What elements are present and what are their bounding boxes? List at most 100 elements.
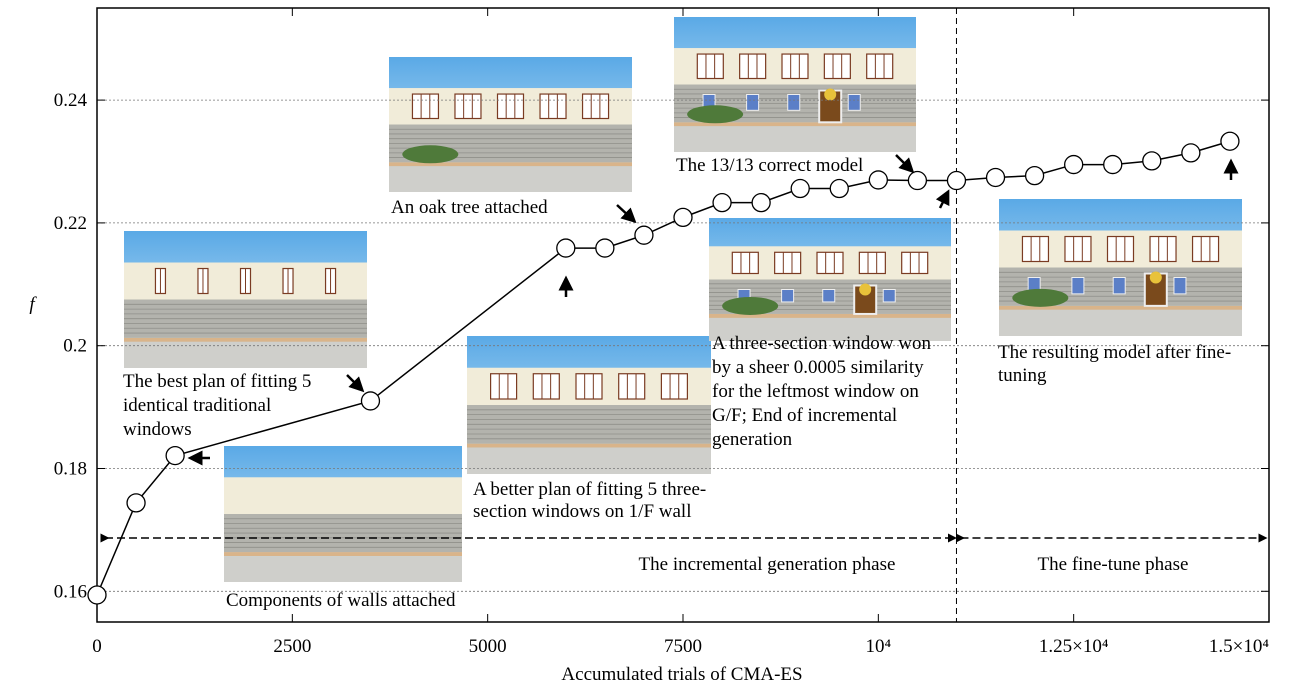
thumb-lower-window xyxy=(1113,278,1125,294)
data-point xyxy=(1143,152,1161,170)
data-point xyxy=(361,392,379,410)
thumb-window xyxy=(498,94,524,118)
thumb-upper-wall xyxy=(224,477,462,514)
y-tick-label: 0.16 xyxy=(54,581,87,602)
data-point xyxy=(869,171,887,189)
thumbnail xyxy=(124,231,367,368)
page: Accumulated trials of CMA-ES f 0.16 0.18 0… xyxy=(0,0,1296,695)
data-point xyxy=(987,168,1005,186)
x-tick-label: 5000 xyxy=(469,636,507,657)
data-point xyxy=(1221,132,1239,150)
data-point xyxy=(674,208,692,226)
annotation: by a sheer 0.0005 similarity xyxy=(712,357,924,378)
y-axis-label: f xyxy=(29,294,37,315)
thumb-lower-window xyxy=(1072,278,1084,294)
thumb-tree xyxy=(1012,289,1068,307)
data-point xyxy=(1065,156,1083,174)
thumb-base xyxy=(224,556,462,582)
chart: Accumulated trials of CMA-ES f 0.16 0.18 0… xyxy=(0,0,1296,690)
thumbnail xyxy=(999,199,1242,336)
annotation: The resulting model after fine- xyxy=(998,342,1231,363)
thumb-lower-window xyxy=(747,95,759,111)
thumb-window xyxy=(1108,237,1134,262)
annotation: generation xyxy=(712,429,793,450)
thumb-lower-window xyxy=(1174,278,1186,294)
annotation: An oak tree attached xyxy=(391,197,548,218)
thumb-window xyxy=(859,252,885,273)
pointer-arrow xyxy=(617,205,631,218)
thumb-window xyxy=(583,94,609,118)
thumb-window xyxy=(1022,237,1048,262)
thumb-window xyxy=(576,374,602,399)
thumb-window xyxy=(1150,237,1176,262)
x-tick-label: 7500 xyxy=(664,636,702,657)
thumb-tree xyxy=(687,105,743,123)
data-point xyxy=(908,172,926,190)
y-tick-label: 0.22 xyxy=(54,213,87,234)
thumb-base xyxy=(389,166,632,192)
thumb-window xyxy=(412,94,438,118)
thumb-fanlight xyxy=(859,284,871,296)
data-point xyxy=(635,226,653,244)
y-tick-label: 0.2 xyxy=(63,336,87,357)
annotation: The best plan of fitting 5 xyxy=(123,371,311,392)
data-point xyxy=(752,194,770,212)
thumb-window xyxy=(1193,237,1219,262)
thumb-window xyxy=(902,252,928,273)
annotation: A better plan of fitting 5 three- xyxy=(473,479,706,500)
thumb-lower-window xyxy=(782,290,794,302)
x-tick-label: 10⁴ xyxy=(866,636,892,657)
thumb-window xyxy=(817,252,843,273)
thumbnail xyxy=(389,57,632,192)
y-tick-label: 0.18 xyxy=(54,459,87,480)
thumb-ground xyxy=(224,552,462,556)
x-tick-label: 1.5×10⁴ xyxy=(1209,636,1269,657)
pointer-arrow xyxy=(940,196,946,208)
annotation: G/F; End of incremental xyxy=(712,405,897,426)
data-point xyxy=(830,180,848,198)
data-point xyxy=(127,494,145,512)
thumb-ground xyxy=(467,444,711,448)
thumb-window xyxy=(732,252,758,273)
phase-label: The incremental generation phase xyxy=(639,554,896,575)
data-point xyxy=(791,180,809,198)
annotation: Components of walls attached xyxy=(226,590,456,611)
thumb-lower-window xyxy=(788,95,800,111)
thumb-fanlight xyxy=(824,89,836,101)
thumb-window xyxy=(533,374,559,399)
thumb-window xyxy=(540,94,566,118)
thumb-window xyxy=(697,54,723,78)
thumbnail xyxy=(224,446,462,582)
thumb-window xyxy=(491,374,517,399)
annotation: identical traditional xyxy=(123,395,271,416)
thumb-window xyxy=(775,252,801,273)
thumb-window xyxy=(824,54,850,78)
data-point xyxy=(88,586,106,604)
thumbnail xyxy=(709,218,951,341)
thumbnail xyxy=(674,17,916,152)
thumb-base xyxy=(999,310,1242,336)
data-point xyxy=(596,239,614,257)
data-point xyxy=(947,172,965,190)
annotation: tuning xyxy=(998,365,1047,386)
thumb-window xyxy=(661,374,687,399)
thumb-tree xyxy=(402,145,458,163)
thumb-ground xyxy=(124,338,367,342)
pointer-arrow xyxy=(896,155,909,168)
thumb-window xyxy=(455,94,481,118)
thumb-lower-window xyxy=(823,290,835,302)
data-point xyxy=(166,447,184,465)
thumb-lower-window xyxy=(848,95,860,111)
annotation: for the leftmost window on xyxy=(712,381,919,402)
thumb-window xyxy=(740,54,766,78)
thumb-tree xyxy=(722,297,778,315)
data-point xyxy=(557,239,575,257)
thumb-window xyxy=(619,374,645,399)
annotation: A three-section window won xyxy=(712,333,931,354)
pointer-arrow xyxy=(347,375,359,387)
x-tick-label: 2500 xyxy=(273,636,311,657)
thumb-window xyxy=(782,54,808,78)
thumb-base xyxy=(467,448,711,474)
thumb-base xyxy=(674,126,916,152)
x-axis-label: Accumulated trials of CMA-ES xyxy=(561,664,802,685)
